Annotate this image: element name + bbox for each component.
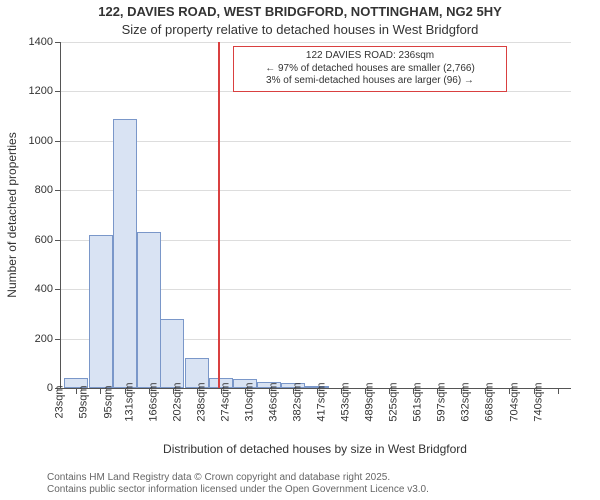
grid-line (61, 141, 571, 142)
y-tick-label: 200 (35, 333, 53, 345)
x-tick-label: 202sqm (171, 382, 183, 421)
x-tick-label: 23sqm (54, 385, 66, 418)
plot-area: 020040060080010001200140023sqm59sqm95sqm… (60, 42, 571, 389)
x-tick-label: 632sqm (460, 382, 472, 421)
x-tick-label: 489sqm (364, 382, 376, 421)
chart-title-main: 122, DAVIES ROAD, WEST BRIDGFORD, NOTTIN… (0, 4, 600, 19)
x-tick-label: 346sqm (267, 382, 279, 421)
x-axis-label: Distribution of detached houses by size … (60, 442, 570, 456)
footer-line1: Contains HM Land Registry data © Crown c… (47, 472, 429, 484)
y-tick (55, 141, 61, 142)
x-tick-label: 597sqm (436, 382, 448, 421)
y-tick (55, 339, 61, 340)
histogram-bar (89, 235, 113, 388)
y-tick (55, 240, 61, 241)
x-tick-label: 525sqm (388, 382, 400, 421)
annotation-box: 122 DAVIES ROAD: 236sqm← 97% of detached… (233, 46, 507, 92)
x-tick-label: 382sqm (291, 382, 303, 421)
footer-line2: Contains public sector information licen… (47, 484, 429, 496)
x-tick-label: 59sqm (78, 385, 90, 418)
y-tick-label: 1000 (29, 135, 53, 147)
y-tick (55, 91, 61, 92)
x-tick-label: 668sqm (484, 382, 496, 421)
annotation-line: 122 DAVIES ROAD: 236sqm (240, 50, 500, 63)
x-tick-label: 704sqm (508, 382, 520, 421)
grid-line (61, 91, 571, 92)
x-tick-label: 417sqm (315, 382, 327, 421)
footer-attribution: Contains HM Land Registry data © Crown c… (47, 472, 429, 496)
y-axis-label: Number of detached properties (5, 132, 19, 297)
y-tick-label: 0 (47, 382, 53, 394)
annotation-line: 3% of semi-detached houses are larger (9… (240, 75, 500, 88)
x-tick-label: 740sqm (532, 382, 544, 421)
grid-line (61, 190, 571, 191)
y-tick-label: 1400 (29, 36, 53, 48)
chart-container: 122, DAVIES ROAD, WEST BRIDGFORD, NOTTIN… (0, 0, 600, 500)
x-tick-label: 131sqm (123, 382, 135, 421)
y-tick (55, 42, 61, 43)
reference-line (218, 42, 220, 388)
x-tick-label: 166sqm (147, 382, 159, 421)
x-tick (558, 388, 559, 394)
x-tick-label: 238sqm (195, 382, 207, 421)
histogram-bar (113, 119, 137, 388)
grid-line (61, 42, 571, 43)
x-tick (100, 388, 101, 394)
annotation-line: ← 97% of detached houses are smaller (2,… (240, 63, 500, 76)
y-tick-label: 400 (35, 283, 53, 295)
y-tick-label: 800 (35, 184, 53, 196)
y-tick-label: 1200 (29, 85, 53, 97)
histogram-bar (160, 319, 184, 388)
y-tick-label: 600 (35, 234, 53, 246)
histogram-bar (137, 232, 161, 388)
y-tick (55, 190, 61, 191)
y-tick (55, 289, 61, 290)
x-tick-label: 95sqm (102, 385, 114, 418)
x-tick-label: 561sqm (412, 382, 424, 421)
chart-title-sub: Size of property relative to detached ho… (0, 22, 600, 37)
x-tick-label: 453sqm (340, 382, 352, 421)
x-tick-label: 274sqm (219, 382, 231, 421)
x-tick-label: 310sqm (243, 382, 255, 421)
